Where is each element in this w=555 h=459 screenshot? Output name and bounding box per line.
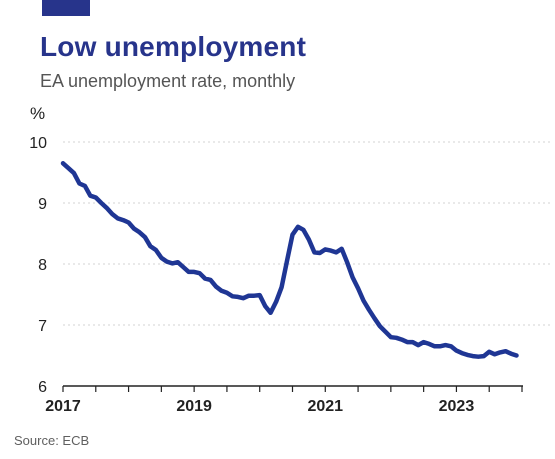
source-note: Source: ECB — [14, 433, 90, 448]
y-tick-label: 8 — [38, 257, 47, 274]
x-tick-label: 2017 — [45, 398, 81, 415]
y-axis-unit: % — [30, 104, 45, 123]
y-tick-label: 10 — [29, 135, 47, 152]
chart-subtitle: EA unemployment rate, monthly — [40, 71, 296, 91]
x-tick-label: 2019 — [176, 398, 212, 415]
unemployment-series-line — [60, 161, 519, 359]
brand-bar — [42, 0, 90, 16]
x-tick-label: 2023 — [439, 398, 475, 415]
y-tick-label: 6 — [38, 379, 47, 396]
chart-title: Low unemployment — [40, 31, 307, 62]
y-tick-label: 9 — [38, 196, 47, 213]
x-tick-label: 2021 — [307, 398, 343, 415]
y-tick-label: 7 — [38, 318, 47, 335]
